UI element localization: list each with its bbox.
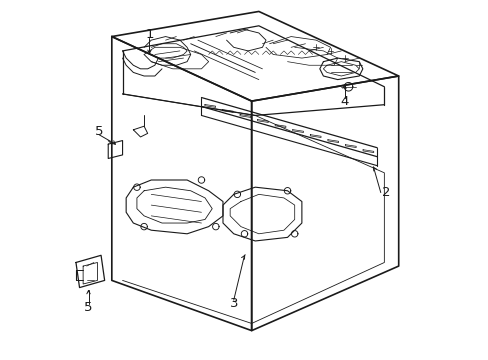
Text: 2: 2 bbox=[381, 186, 389, 199]
Text: 4: 4 bbox=[340, 95, 348, 108]
Text: 5: 5 bbox=[95, 125, 103, 138]
Text: 5: 5 bbox=[84, 301, 93, 314]
Text: 3: 3 bbox=[229, 297, 238, 310]
Text: 1: 1 bbox=[145, 28, 153, 41]
